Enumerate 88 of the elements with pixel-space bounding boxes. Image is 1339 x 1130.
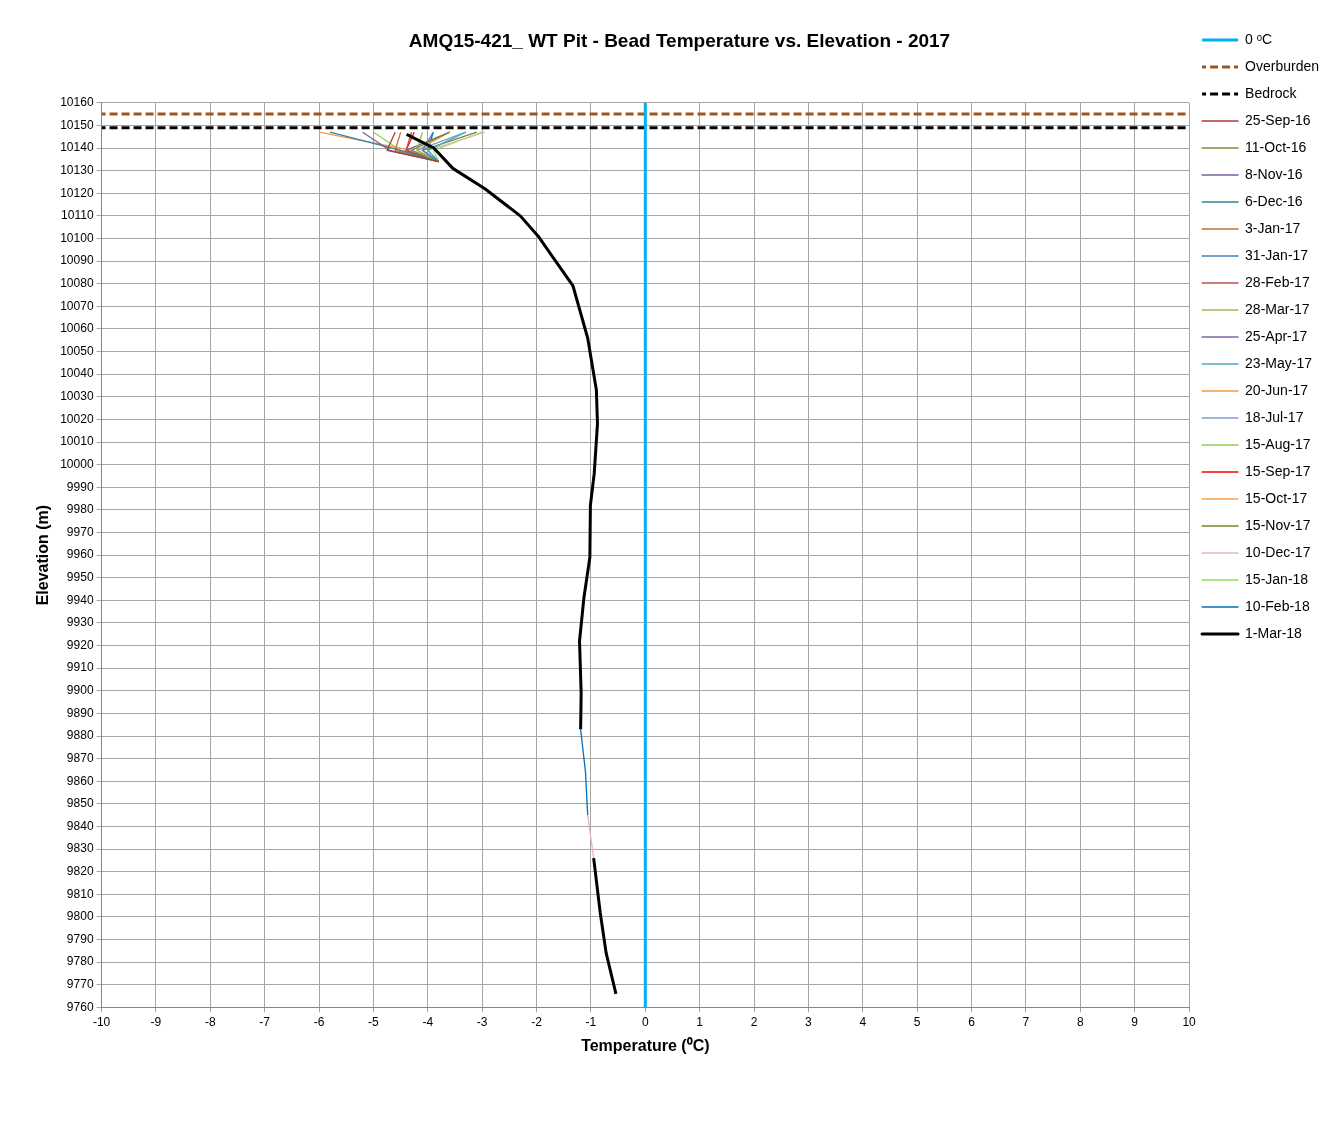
legend-label: 3-Jan-17 [1245,219,1301,236]
y-tick-label: 9930 [66,615,94,630]
legend-label: 15-Aug-17 [1245,435,1311,452]
legend-label: 28-Feb-17 [1245,273,1310,290]
x-tick-label: 0 [641,1014,649,1029]
y-tick-label: 9830 [66,841,94,856]
legend-label: 8-Nov-16 [1245,165,1303,182]
y-tick-label: 9950 [66,570,94,585]
y-tick-label: 9760 [66,999,94,1014]
y-tick-label: 9940 [66,592,94,607]
x-tick-label: -4 [422,1014,434,1029]
x-tick-label: -1 [585,1014,597,1029]
y-tick-label: 9890 [66,705,94,720]
y-tick-label: 10030 [60,389,94,404]
y-tick-label: 9780 [66,954,94,969]
x-tick-label: -5 [368,1014,380,1029]
y-tick-label: 9990 [66,479,94,494]
x-tick-label: 10 [1182,1014,1197,1029]
y-tick-label: 10040 [60,366,94,381]
x-tick-label: 4 [859,1014,867,1029]
y-tick-label: 9870 [66,750,94,765]
x-tick-label: -8 [204,1014,216,1029]
x-axis-title: Temperature (⁰C) [581,1036,710,1054]
legend-label: 10-Dec-17 [1245,543,1311,560]
y-tick-label: 9850 [66,796,94,811]
legend-label: 15-Jan-18 [1245,570,1309,587]
y-tick-label: 10050 [60,343,94,358]
y-tick-label: 9810 [66,886,94,901]
x-tick-label: -7 [259,1014,271,1029]
y-tick-label: 9790 [66,931,94,946]
legend-label: 31-Jan-17 [1245,246,1309,263]
legend-label: 20-Jun-17 [1245,381,1309,398]
y-tick-label: 9800 [66,909,94,924]
legend-label: Overburden [1245,57,1320,74]
x-tick-label: 5 [913,1014,921,1029]
x-tick-label: -6 [313,1014,325,1029]
y-tick-label: 10100 [60,230,94,245]
legend-label: 0 ᵒC [1245,30,1273,47]
y-tick-label: 10010 [60,434,94,449]
y-tick-label: 9910 [66,660,94,675]
x-tick-label: 7 [1022,1014,1030,1029]
y-tick-label: 9900 [66,683,94,698]
y-tick-label: 10110 [61,208,94,223]
chart-title: AMQ15-421_ WT Pit - Bead Temperature vs. Elevation - 2017 [408,29,951,51]
y-tick-label: 10120 [60,185,94,200]
y-tick-label: 10070 [60,298,94,313]
y-tick-label: 10000 [60,456,94,471]
legend-label: 15-Oct-17 [1245,489,1308,506]
legend-label: 15-Nov-17 [1245,516,1311,533]
x-tick-label: -10 [92,1014,111,1029]
x-tick-label: 3 [805,1014,813,1029]
y-tick-label: 9820 [66,864,94,879]
legend-label: 23-May-17 [1245,354,1313,371]
y-tick-label: 10140 [60,140,94,155]
x-tick-label: -3 [476,1014,488,1029]
y-tick-label: 10150 [60,117,94,132]
y-tick-label: 9970 [66,524,94,539]
x-tick-label: 6 [968,1014,976,1029]
y-tick-label: 10160 [60,95,94,110]
x-tick-label: 9 [1131,1014,1139,1029]
legend-label: 15-Sep-17 [1245,462,1311,479]
x-tick-label: 8 [1076,1014,1084,1029]
y-tick-label: 9860 [66,773,94,788]
y-tick-label: 9880 [66,728,94,743]
legend-label: 18-Jul-17 [1245,408,1304,425]
y-axis-title: Elevation (m) [34,504,52,606]
legend-label: 28-Mar-17 [1245,300,1310,317]
legend-label: Bedrock [1245,84,1298,101]
y-tick-label: 9980 [66,502,94,517]
legend-label: 10-Feb-18 [1245,597,1310,614]
x-tick-label: 1 [696,1014,704,1029]
legend-label: 25-Apr-17 [1245,327,1308,344]
y-tick-label: 9920 [66,637,94,652]
x-tick-label: -2 [531,1014,543,1029]
legend-label: 25-Sep-16 [1245,111,1311,128]
y-tick-label: 9960 [66,547,94,562]
y-tick-label: 10080 [60,276,94,291]
x-tick-label: -9 [150,1014,162,1029]
y-tick-label: 10090 [60,253,94,268]
legend-label: 6-Dec-16 [1245,192,1303,209]
x-tick-label: 2 [750,1014,758,1029]
y-tick-label: 9840 [66,818,94,833]
legend-label: 11-Oct-16 [1245,138,1307,155]
y-tick-label: 9770 [66,977,94,992]
y-tick-label: 10060 [60,321,94,336]
y-tick-label: 10020 [60,411,94,426]
y-tick-label: 10130 [60,162,94,177]
legend-label: 1-Mar-18 [1245,624,1303,641]
